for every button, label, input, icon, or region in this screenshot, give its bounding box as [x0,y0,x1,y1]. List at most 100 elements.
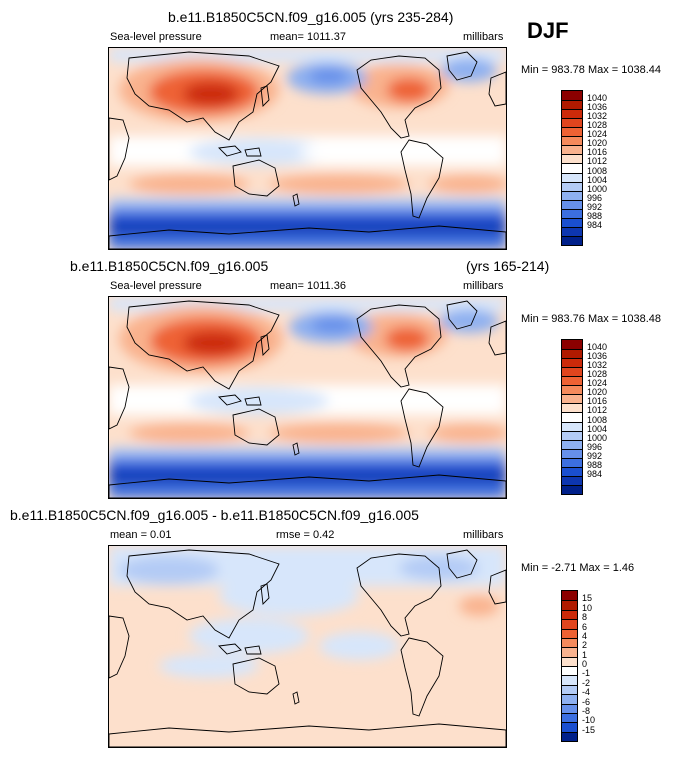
colorbar-swatch [562,457,582,467]
colorbar-swatch [562,656,577,666]
colorbar-swatch [562,109,582,119]
colorbar-tick-label: 6 [582,621,588,632]
colorbar-tick-label: 1032 [587,360,608,371]
panel1-units-label: millibars [463,31,504,43]
colorbar-swatch [562,675,577,685]
panel3-units-label: millibars [463,529,504,541]
colorbar-swatch [562,628,577,638]
colorbar-tick-label: 1008 [587,414,608,425]
colorbar-swatch [562,235,582,245]
colorbar-tick-label: 1040 [587,342,608,353]
panel2-slp-map [108,296,507,499]
colorbar-swatch [562,647,577,657]
colorbar-tick-label: 1004 [587,174,608,185]
colorbar-tick-label: 1 [582,649,588,660]
colorbar-swatch [562,430,582,440]
panel3-diff-map [108,545,507,748]
panel1-map-svg [109,48,506,249]
colorbar-tick-label: 1028 [587,369,608,380]
colorbar-tick-label: -10 [582,715,596,726]
colorbar-tick-label: 1032 [587,111,608,122]
colorbar-swatch [562,226,582,236]
panel1-title: b.e11.B1850C5CN.f09_g16.005 (yrs 235-284… [168,9,454,25]
colorbar-swatch [562,172,582,182]
colorbar-tick-label: -1 [582,668,591,679]
panel1-variable-label: Sea-level pressure [110,31,202,43]
panel2-units-label: millibars [463,280,504,292]
colorbar-tick-label: 1024 [587,129,608,140]
colorbar-swatch [562,475,582,485]
colorbar-swatch [562,484,582,494]
colorbar-swatch [562,217,582,227]
colorbar-tick-label: 1020 [587,138,608,149]
panel3-map-svg [109,546,506,747]
panel1-mean-label: mean= 1011.37 [270,31,346,43]
colorbar-tick-label: 1028 [587,120,608,131]
colorbar-tick-label: -8 [582,705,591,716]
colorbar-tick-label: 1012 [587,156,608,167]
colorbar-swatch [562,712,577,723]
colorbar-swatch [562,684,577,695]
panel2-title-years: (yrs 165-214) [466,258,550,274]
colorbar-swatch [562,154,582,164]
colorbar-swatch [562,367,582,377]
colorbar-swatch [562,208,582,218]
colorbar-swatch [562,421,582,431]
colorbar-tick-label: 15 [582,593,593,604]
colorbar-tick-label: 984 [587,219,603,230]
panel2-mean-label: mean= 1011.36 [270,280,346,292]
panel2-colorbar [561,339,583,495]
colorbar-tick-label: 992 [587,450,603,461]
colorbar-swatch [562,694,577,704]
colorbar-tick-label: 1012 [587,405,608,416]
colorbar-tick-label: 1016 [587,396,608,407]
colorbar-swatch [562,466,582,476]
panel3-minmax-label: Min = -2.71 Max = 1.46 [521,562,635,574]
colorbar-tick-label: -2 [582,677,591,688]
panel1-minmax-label: Min = 983.78 Max = 1038.44 [521,64,662,76]
colorbar-swatch [562,163,582,173]
colorbar-tick-label: -4 [582,687,591,698]
colorbar-tick-label: 1036 [587,102,608,113]
colorbar-tick-label: 1008 [587,165,608,176]
colorbar-swatch [562,91,582,101]
colorbar-swatch [562,619,577,629]
colorbar-swatch [562,199,582,209]
panel3-rmse-label: rmse = 0.42 [276,529,335,541]
colorbar-tick-label: 1040 [587,93,608,104]
colorbar-swatch [562,609,577,620]
panel2-title: b.e11.B1850C5CN.f09_g16.005 [70,258,269,274]
colorbar-tick-label: 8 [582,612,588,623]
panel3-colorbar [561,590,578,742]
colorbar-tick-label: 992 [587,201,603,212]
colorbar-swatch [562,349,582,359]
colorbar-tick-label: 996 [587,441,603,452]
colorbar-swatch [562,376,582,386]
colorbar-swatch [562,118,582,128]
colorbar-tick-label: 1020 [587,387,608,398]
panel2-minmax-label: Min = 983.76 Max = 1038.48 [521,313,662,325]
colorbar-swatch [562,448,582,458]
panel3-mean-label: mean = 0.01 [110,529,172,541]
colorbar-swatch [562,731,577,741]
colorbar-swatch [562,340,582,350]
colorbar-tick-label: 0 [582,659,588,669]
colorbar-tick-label: 1024 [587,378,608,389]
colorbar-swatch [562,703,577,713]
colorbar-tick-label: 4 [582,630,588,641]
colorbar-swatch [562,145,582,155]
colorbar-tick-label: -6 [582,696,591,707]
colorbar-tick-label: 1016 [587,147,608,158]
colorbar-tick-label: 988 [587,210,603,221]
colorbar-swatch [562,412,582,422]
panel1-colorbar [561,90,583,246]
colorbar-tick-label: 984 [587,468,603,479]
colorbar-swatch [562,100,582,110]
colorbar-swatch [562,181,582,191]
colorbar-tick-label: 1036 [587,351,608,362]
colorbar-tick-label: 1004 [587,423,608,434]
colorbar-swatch [562,190,582,200]
colorbar-swatch [562,666,577,676]
colorbar-tick-label: 10 [582,602,593,613]
panel2-variable-label: Sea-level pressure [110,280,202,292]
